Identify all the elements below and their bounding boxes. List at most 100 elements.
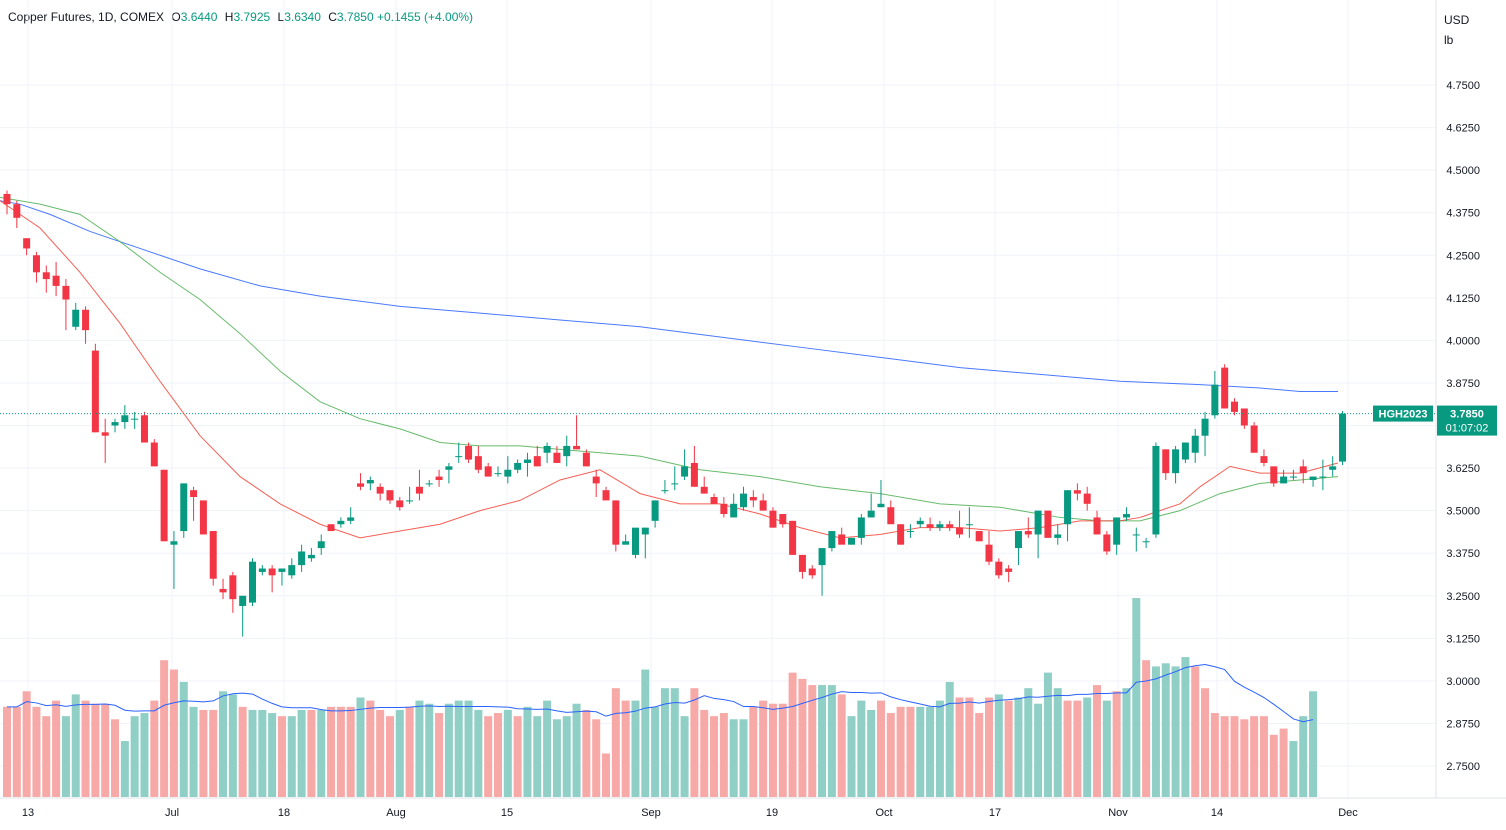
price-badge-value: 3.7850	[1450, 409, 1484, 421]
volume-bar	[219, 691, 228, 797]
volume-bar	[1132, 598, 1141, 797]
candle-body	[740, 493, 747, 508]
volume-bar	[1014, 697, 1023, 797]
x-tick-label: 14	[1211, 807, 1223, 819]
volume-bar	[582, 709, 591, 797]
currency-unit: USD lb	[1444, 10, 1469, 50]
candle-body	[936, 524, 944, 528]
countdown-label: 01:07:02	[1446, 423, 1489, 435]
candle-body	[897, 524, 905, 545]
x-tick-label: Dec	[1338, 807, 1358, 819]
volume-bar	[317, 709, 326, 797]
y-tick-label: 4.5000	[1446, 165, 1480, 177]
candle-body	[1034, 510, 1042, 535]
symbol-title: Copper Futures, 1D, COMEX	[8, 10, 165, 24]
volume-bar	[680, 716, 689, 797]
candle-body	[848, 537, 856, 545]
volume-bar	[818, 685, 827, 797]
volume-bar	[238, 706, 247, 797]
volume-bar	[3, 706, 11, 797]
candle-body	[789, 520, 797, 555]
time-axis[interactable]: 13 Jul 18 Aug 15 Sep 19 Oct 17 Nov 14 Dec	[22, 807, 1358, 819]
candle-body	[1260, 456, 1268, 463]
x-tick-label: Nov	[1108, 807, 1128, 819]
candle-body	[1280, 476, 1288, 484]
volume-bar	[385, 716, 394, 797]
candle-body	[425, 483, 433, 485]
volume-bar	[1093, 685, 1102, 797]
candle-body	[1044, 510, 1052, 538]
open-value: 3.6440	[180, 10, 218, 24]
ma-green-line	[0, 196, 1339, 522]
candle-body	[386, 490, 394, 501]
volume-bar	[700, 709, 709, 797]
volume-bar	[670, 688, 679, 797]
candle-body	[140, 415, 148, 443]
volume-ma-line	[7, 664, 1314, 723]
volume-bars	[3, 598, 1318, 797]
volume-bar	[366, 700, 375, 797]
candle-body	[700, 486, 708, 494]
candle-body	[749, 497, 757, 501]
volume-bar	[513, 716, 522, 797]
volume-bar	[287, 716, 296, 797]
volume-bar	[739, 719, 748, 797]
volume-bar	[435, 713, 444, 797]
volume-bar	[975, 713, 984, 797]
grid-lines	[0, 0, 1506, 799]
candle-body	[1083, 493, 1091, 504]
volume-bar	[896, 706, 905, 797]
volume-bar	[474, 709, 483, 797]
candle-body	[1113, 517, 1121, 545]
volume-bar	[876, 700, 885, 797]
candle-body	[818, 548, 826, 566]
candlesticks	[3, 190, 1347, 637]
candle-body	[867, 510, 875, 518]
volume-bar	[955, 697, 964, 797]
volume-bar	[376, 709, 385, 797]
x-tick-label: 13	[22, 807, 34, 819]
ma-red-line	[0, 200, 1339, 539]
candle-body	[798, 554, 806, 572]
y-tick-label: 3.8750	[1446, 378, 1480, 390]
candle-body	[278, 568, 286, 572]
candle-body	[1240, 408, 1248, 426]
volume-bar	[1063, 700, 1072, 797]
candle-body	[690, 462, 698, 487]
candle-body	[160, 469, 168, 542]
volume-bar	[926, 706, 935, 797]
volume-bar	[209, 709, 218, 797]
x-tick-label: 17	[989, 807, 1001, 819]
candle-body	[484, 466, 492, 477]
candle-body	[769, 510, 777, 528]
candle-body	[288, 565, 296, 576]
candle-body	[1014, 531, 1022, 549]
candle-body	[366, 479, 374, 484]
y-tick-label: 4.6250	[1446, 123, 1480, 135]
candle-body	[121, 415, 129, 423]
low-value: 3.6340	[284, 10, 321, 24]
volume-bar	[710, 716, 719, 797]
volume-bar	[857, 700, 866, 797]
candle-body	[1201, 418, 1209, 436]
candle-body	[82, 309, 90, 331]
y-tick-label: 4.3750	[1446, 208, 1480, 220]
volume-bar	[935, 700, 944, 797]
candle-body	[435, 476, 443, 480]
candle-body	[504, 469, 512, 477]
volume-bar	[1210, 713, 1219, 797]
volume-bar	[71, 694, 80, 797]
candle-body	[553, 452, 561, 463]
candle-body	[347, 517, 355, 521]
volume-bar	[248, 709, 257, 797]
volume-bar	[1230, 716, 1239, 797]
volume-bar	[52, 700, 61, 797]
candle-body	[180, 483, 188, 532]
volume-bar	[179, 681, 188, 797]
candle-body	[808, 568, 816, 576]
volume-bar	[484, 716, 493, 797]
volume-bar	[985, 697, 993, 797]
volume-bar	[327, 706, 336, 797]
y-tick-label: 3.0000	[1446, 676, 1480, 688]
